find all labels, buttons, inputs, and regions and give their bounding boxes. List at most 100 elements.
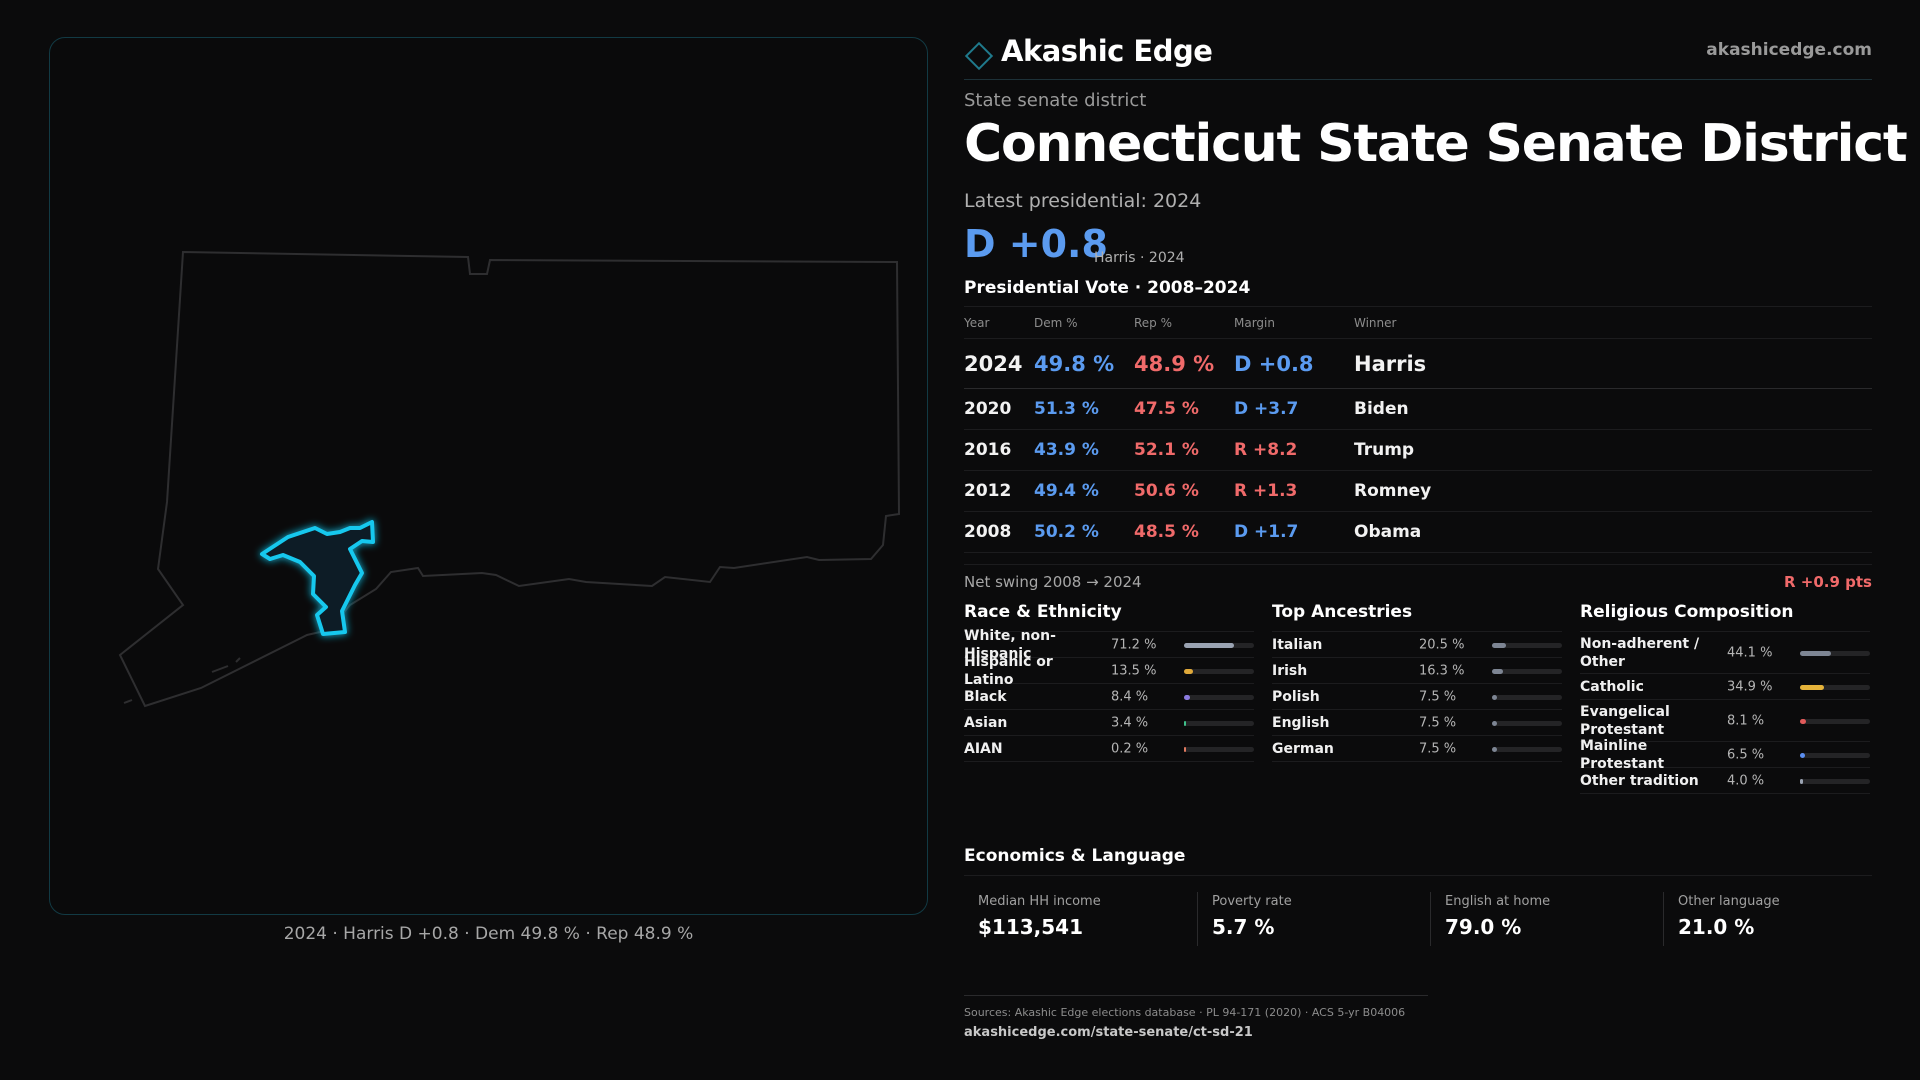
race-bar-track bbox=[1184, 746, 1254, 752]
cell-rep-pct: 52.1 % bbox=[1134, 440, 1199, 460]
econ-poverty: Poverty rate 5.7 % bbox=[1197, 892, 1397, 946]
cell-winner: Romney bbox=[1354, 481, 1432, 501]
race-label: Black bbox=[964, 688, 1007, 705]
cell-margin: D +3.7 bbox=[1234, 399, 1299, 419]
religion-bar bbox=[1800, 718, 1806, 724]
district-21-outline[interactable] bbox=[260, 520, 375, 636]
brand-header: Akashic Edge akashicedge.com bbox=[964, 32, 1872, 80]
ancestry-label: German bbox=[1272, 740, 1334, 757]
religion-bar bbox=[1800, 684, 1825, 690]
ancestry-row: Italian 20.5 % bbox=[1272, 632, 1562, 658]
cell-dem-pct: 49.4 % bbox=[1034, 481, 1099, 501]
race-bar bbox=[1184, 746, 1186, 752]
cell-rep-pct: 50.6 % bbox=[1134, 481, 1199, 501]
race-bar bbox=[1184, 720, 1187, 726]
econ-label: English at home bbox=[1445, 894, 1551, 909]
cell-year: 2012 bbox=[964, 481, 1012, 501]
ancestry-row: Irish 16.3 % bbox=[1272, 658, 1562, 684]
race-row: White, non-Hispanic 71.2 % bbox=[964, 628, 1254, 662]
race-bar-track bbox=[1184, 720, 1254, 726]
district-map[interactable] bbox=[50, 38, 928, 915]
religion-value: 8.1 % bbox=[1727, 713, 1765, 728]
cell-dem-pct: 49.8 % bbox=[1034, 351, 1115, 376]
table-row[interactable]: 2024 49.8 % 48.9 % D +0.8 Harris bbox=[964, 339, 1872, 389]
religion-value: 34.9 % bbox=[1727, 679, 1773, 694]
race-row: AIAN 0.2 % bbox=[964, 736, 1254, 762]
cell-dem-pct: 43.9 % bbox=[1034, 440, 1099, 460]
cell-dem-pct: 50.2 % bbox=[1034, 522, 1099, 542]
table-header: Year Dem % Rep % Margin Winner bbox=[964, 307, 1872, 339]
cell-winner: Trump bbox=[1354, 440, 1415, 460]
religion-bar-track bbox=[1800, 718, 1870, 724]
econ-value: $113,541 bbox=[978, 915, 1084, 939]
religion-value: 6.5 % bbox=[1727, 747, 1765, 762]
religion-row: Other tradition 4.0 % bbox=[1580, 768, 1870, 794]
ancestries-title: Top Ancestries bbox=[1272, 602, 1562, 632]
coast-islands bbox=[123, 657, 241, 704]
religion-value: 4.0 % bbox=[1727, 773, 1765, 788]
ancestry-row: English 7.5 % bbox=[1272, 710, 1562, 736]
cell-margin: D +1.7 bbox=[1234, 522, 1299, 542]
presidential-vote-table: Year Dem % Rep % Margin Winner 2024 49.8 … bbox=[964, 306, 1872, 553]
ancestry-bar bbox=[1492, 668, 1504, 674]
religion-bar bbox=[1800, 778, 1803, 784]
brand-name[interactable]: Akashic Edge bbox=[1001, 34, 1213, 68]
cell-margin: R +8.2 bbox=[1234, 440, 1298, 460]
religion-value: 44.1 % bbox=[1727, 645, 1773, 660]
religion-bar-track bbox=[1800, 684, 1870, 690]
page-title: Connecticut State Senate District 21 bbox=[964, 114, 1920, 174]
cell-rep-pct: 47.5 % bbox=[1134, 399, 1199, 419]
econ-other-language: Other language 21.0 % bbox=[1663, 892, 1863, 946]
info-panel: Akashic Edge akashicedge.com State senat… bbox=[964, 0, 1920, 1080]
table-row[interactable]: 2020 51.3 % 47.5 % D +3.7 Biden bbox=[964, 389, 1872, 430]
ancestry-value: 20.5 % bbox=[1419, 637, 1465, 652]
cell-margin: D +0.8 bbox=[1234, 351, 1314, 376]
cell-rep-pct: 48.5 % bbox=[1134, 522, 1199, 542]
col-header-winner: Winner bbox=[1354, 315, 1397, 330]
ancestry-label: Italian bbox=[1272, 636, 1323, 653]
race-ethnicity-title: Race & Ethnicity bbox=[964, 602, 1254, 632]
econ-label: Other language bbox=[1678, 894, 1780, 909]
brand-url-link[interactable]: akashicedge.com bbox=[1706, 40, 1872, 60]
race-list: White, non-Hispanic 71.2 % Hispanic or Lat… bbox=[964, 628, 1254, 762]
religion-label: Catholic bbox=[1580, 678, 1644, 695]
race-label: White, non-Hispanic bbox=[964, 627, 1056, 662]
econ-value: 21.0 % bbox=[1678, 915, 1755, 939]
race-label: AIAN bbox=[964, 740, 1003, 757]
religion-label: Other tradition bbox=[1580, 772, 1699, 789]
table-row[interactable]: 2016 43.9 % 52.1 % R +8.2 Trump bbox=[964, 430, 1872, 471]
race-label: Asian bbox=[964, 714, 1008, 731]
race-value: 3.4 % bbox=[1111, 715, 1149, 730]
race-row: Hispanic or Latino 13.5 % bbox=[964, 654, 1254, 688]
ancestry-bar bbox=[1492, 642, 1507, 648]
race-bar-track bbox=[1184, 642, 1254, 648]
religion-row: Mainline Protestant 6.5 % bbox=[1580, 738, 1870, 772]
cell-winner: Obama bbox=[1354, 522, 1422, 542]
ancestries-section: Top Ancestries Italian 20.5 % Irish 16.3 % P… bbox=[1272, 602, 1562, 762]
sources: Sources: Akashic Edge elections database… bbox=[964, 995, 1428, 1040]
economics-title: Economics & Language bbox=[964, 846, 1872, 876]
source-url-link[interactable]: akashicedge.com/state-senate/ct-sd-21 bbox=[964, 1025, 1253, 1040]
col-header-margin: Margin bbox=[1234, 315, 1275, 330]
race-bar bbox=[1184, 642, 1234, 648]
religion-bar bbox=[1800, 752, 1805, 758]
econ-value: 79.0 % bbox=[1445, 915, 1522, 939]
map-panel[interactable] bbox=[49, 37, 928, 915]
ancestry-bar-track bbox=[1492, 694, 1562, 700]
ancestry-bar-track bbox=[1492, 746, 1562, 752]
cell-dem-pct: 51.3 % bbox=[1034, 399, 1099, 419]
religion-title: Religious Composition bbox=[1580, 602, 1870, 632]
ancestry-value: 7.5 % bbox=[1419, 715, 1457, 730]
econ-income: Median HH income $113,541 bbox=[964, 892, 1164, 946]
cell-winner: Biden bbox=[1354, 399, 1409, 419]
religion-label: Mainline Protestant bbox=[1580, 737, 1665, 772]
race-bar bbox=[1184, 694, 1190, 700]
table-row[interactable]: 2008 50.2 % 48.5 % D +1.7 Obama bbox=[964, 512, 1872, 553]
table-row[interactable]: 2012 49.4 % 50.6 % R +1.3 Romney bbox=[964, 471, 1872, 512]
latest-presidential-label: Latest presidential: 2024 bbox=[964, 190, 1202, 212]
econ-english: English at home 79.0 % bbox=[1430, 892, 1630, 946]
cell-year: 2016 bbox=[964, 440, 1012, 460]
ancestry-label: Irish bbox=[1272, 662, 1308, 679]
ancestry-value: 16.3 % bbox=[1419, 663, 1465, 678]
ancestry-value: 7.5 % bbox=[1419, 689, 1457, 704]
